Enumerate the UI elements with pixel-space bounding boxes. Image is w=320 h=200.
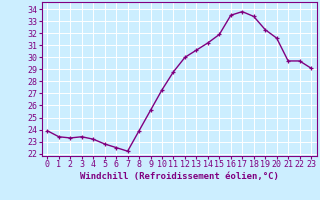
X-axis label: Windchill (Refroidissement éolien,°C): Windchill (Refroidissement éolien,°C) (80, 172, 279, 181)
